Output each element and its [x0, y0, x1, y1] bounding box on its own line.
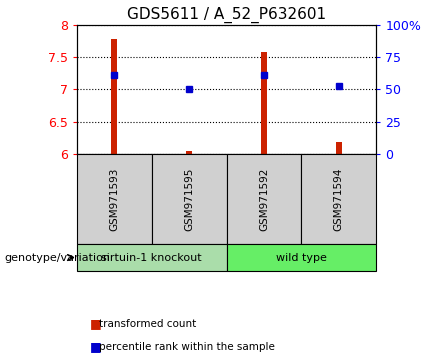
Bar [261, 52, 267, 154]
Text: percentile rank within the sample: percentile rank within the sample [99, 342, 275, 352]
Text: ■: ■ [90, 341, 102, 353]
Text: ■: ■ [90, 318, 102, 330]
Title: GDS5611 / A_52_P632601: GDS5611 / A_52_P632601 [127, 7, 326, 23]
Text: GSM971595: GSM971595 [184, 167, 194, 231]
Text: GSM971593: GSM971593 [110, 167, 119, 231]
Text: genotype/variation: genotype/variation [4, 252, 110, 263]
Text: GSM971594: GSM971594 [334, 167, 344, 231]
Text: transformed count: transformed count [99, 319, 196, 329]
Text: GSM971592: GSM971592 [259, 167, 269, 231]
Text: wild type: wild type [276, 252, 327, 263]
Bar [186, 151, 192, 154]
Bar [336, 142, 342, 154]
Bar [111, 39, 117, 154]
Text: sirtuin-1 knockout: sirtuin-1 knockout [102, 252, 202, 263]
